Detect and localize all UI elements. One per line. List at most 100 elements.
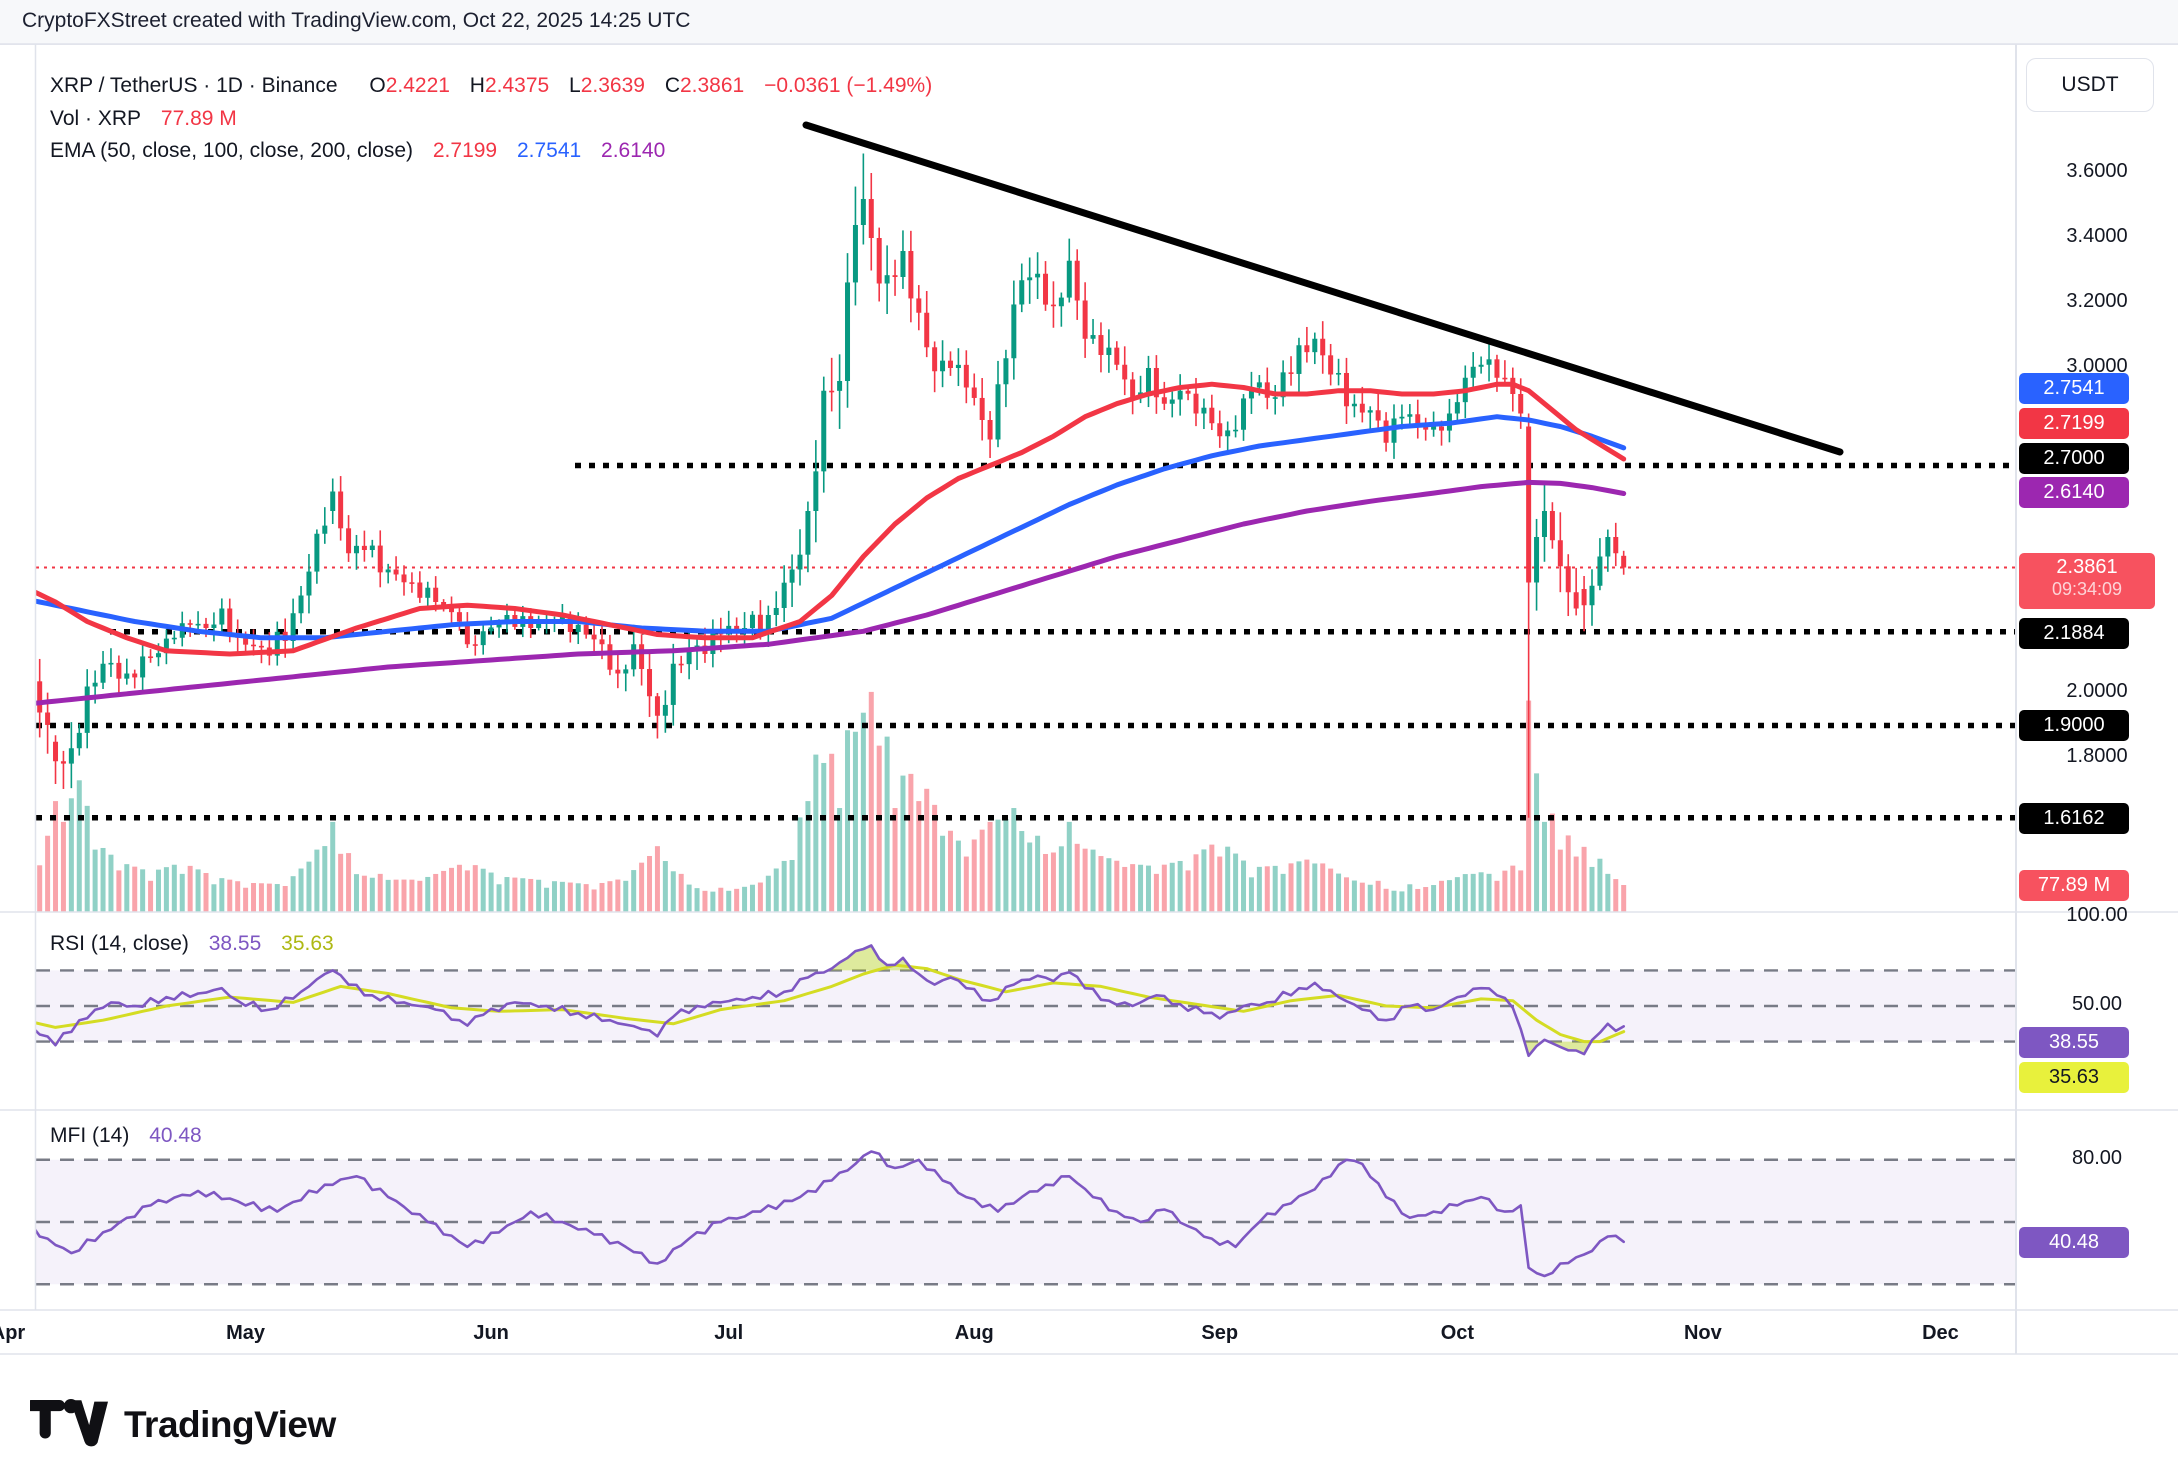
candle-body [258, 645, 264, 648]
volume-bar [805, 801, 811, 912]
volume-bar [76, 780, 82, 912]
candle-body [21, 670, 26, 687]
volume-bar [1280, 873, 1286, 912]
main-panel [13, 121, 2016, 912]
price-level-label: 1.6162 [2019, 802, 2129, 834]
volume-bar [1320, 863, 1326, 912]
candle-body [1280, 372, 1286, 398]
volume-bar [662, 861, 668, 912]
candle-body [92, 682, 98, 687]
candle-body [148, 656, 154, 659]
volume-bar [1145, 865, 1151, 912]
volume-bar [1288, 863, 1294, 912]
candle-body [393, 569, 399, 575]
volume-bar [1446, 880, 1452, 912]
volume-bar [1043, 853, 1049, 912]
candle-body [1431, 426, 1437, 430]
rsi-value: 38.55 [208, 932, 262, 955]
candle-body [425, 587, 431, 598]
candle-body [1478, 364, 1484, 367]
candle-body [330, 491, 336, 511]
candle-body [654, 696, 660, 716]
tradingview-logo-icon [30, 1399, 108, 1447]
volume-bar [1035, 835, 1041, 912]
volume-bar [1106, 858, 1112, 912]
candle-body [480, 631, 486, 646]
ema50-value: 2.7199 [432, 139, 498, 162]
volume-bar [995, 819, 1001, 912]
candle-body [29, 681, 34, 686]
volume-bar [1201, 849, 1207, 912]
volume-bar [1185, 870, 1191, 912]
volume-bar [599, 882, 605, 912]
volume-bar [385, 879, 391, 912]
candle-body [749, 614, 755, 628]
volume-bar [1312, 863, 1318, 912]
candle-body [68, 748, 74, 764]
candle-body [1209, 407, 1215, 424]
volume-bar [488, 872, 494, 912]
volume-bar [631, 870, 637, 912]
candle-body [203, 623, 209, 628]
volume-bar [1605, 873, 1611, 912]
candle-body [155, 653, 161, 658]
candle-body [1399, 416, 1405, 419]
currency-toggle-button[interactable]: USDT [2026, 58, 2154, 112]
candle-body [1470, 366, 1476, 378]
rsi-tick-label: 100.00 [2066, 904, 2128, 926]
candle-body [1320, 338, 1326, 356]
volume-bar [298, 868, 304, 912]
candle-body [171, 637, 177, 640]
volume-bar [37, 865, 43, 912]
candle-body [1153, 368, 1159, 398]
candle-body [1613, 537, 1619, 554]
volume-bar [480, 868, 486, 912]
rsi-ma-line [36, 963, 1626, 1044]
volume-bar [1581, 846, 1587, 912]
volume-bar [116, 870, 122, 912]
candle-body [1145, 368, 1151, 393]
volume-bar [227, 879, 233, 912]
candle-body [757, 614, 763, 630]
candle-body [306, 571, 312, 596]
candle-body [1367, 410, 1373, 413]
volume-bar [1613, 879, 1619, 912]
ohlc-low-label: L [569, 74, 581, 97]
volume-bar [1494, 880, 1500, 912]
volume-bar [266, 883, 272, 912]
candle-body [860, 199, 866, 225]
candle-body [940, 360, 946, 372]
candle-body [1011, 304, 1017, 359]
candle-body [456, 612, 462, 622]
volume-bar [868, 691, 874, 912]
volume-bar [1050, 852, 1056, 912]
volume-bar [1114, 860, 1120, 912]
candle-body [575, 624, 581, 632]
volume-bar [884, 736, 890, 912]
volume-bar [1557, 849, 1563, 912]
rsi-overbought-fill [828, 945, 914, 971]
volume-bar [734, 888, 740, 912]
volume-bar [694, 888, 700, 912]
volume-bar [1589, 866, 1595, 912]
candle-body [900, 251, 906, 277]
volume-bar [425, 876, 431, 912]
tradingview-logo-text: TradingView [124, 1404, 336, 1445]
candle-body [1565, 566, 1571, 593]
volume-bar [1510, 865, 1516, 912]
candle-body [13, 667, 18, 670]
price-tick-label: 2.0000 [2066, 680, 2128, 702]
volume-bar [924, 788, 930, 912]
volume-bar [979, 829, 985, 912]
volume-bar [45, 835, 51, 912]
candle-body [76, 732, 82, 749]
candle-body [773, 607, 779, 615]
volume-bar [148, 880, 154, 912]
rsi-panel [36, 944, 2016, 1058]
candle-body [472, 644, 478, 646]
candle-body [1494, 359, 1500, 378]
volume-bar [211, 884, 217, 912]
volume-bar [536, 879, 542, 912]
candle-body [1518, 394, 1524, 414]
